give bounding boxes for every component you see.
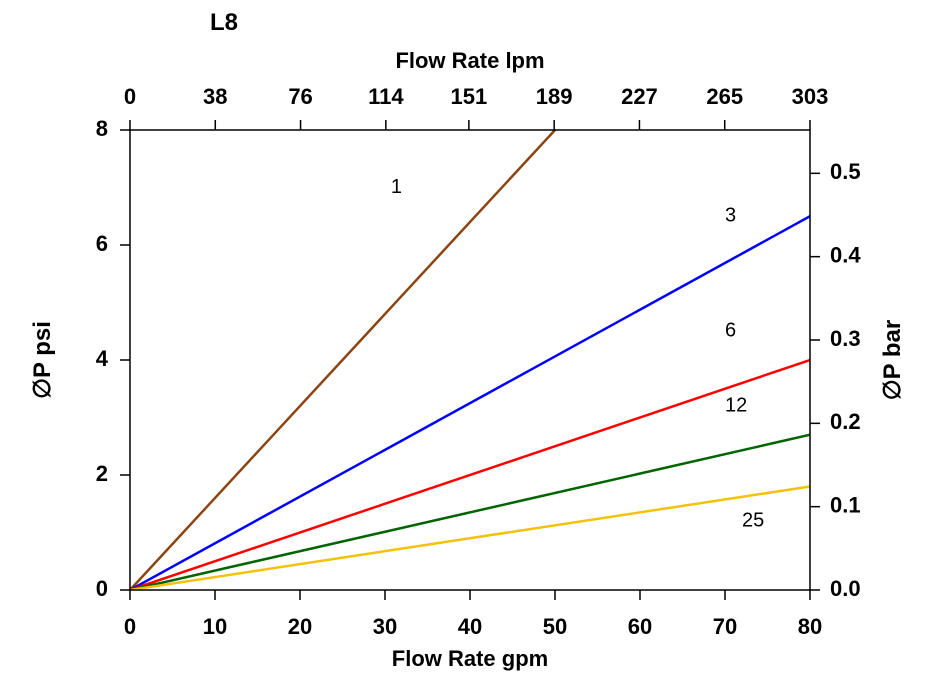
top-tick-label: 76 — [288, 84, 312, 109]
top-tick-label: 0 — [124, 84, 136, 109]
y-axis-left-label: ∅P psi — [29, 321, 56, 399]
x-axis-bottom-label: Flow Rate gpm — [392, 646, 548, 671]
chart-title: L8 — [210, 9, 238, 36]
top-tick-label: 38 — [203, 84, 227, 109]
right-tick-label: 0.4 — [830, 242, 861, 267]
bottom-tick-label: 80 — [798, 614, 822, 639]
right-tick-label: 0.5 — [830, 159, 861, 184]
left-tick-label: 6 — [96, 231, 108, 256]
right-tick-label: 0.2 — [830, 409, 861, 434]
left-tick-label: 4 — [96, 346, 109, 371]
top-tick-label: 265 — [706, 84, 743, 109]
left-tick-label: 2 — [96, 461, 108, 486]
bottom-tick-label: 10 — [203, 614, 227, 639]
top-tick-label: 151 — [451, 84, 488, 109]
right-tick-label: 0.1 — [830, 492, 861, 517]
bottom-tick-label: 50 — [543, 614, 567, 639]
top-tick-label: 303 — [792, 84, 829, 109]
right-tick-label: 0.0 — [830, 576, 861, 601]
series-label-6: 6 — [725, 320, 736, 342]
series-label-3: 3 — [725, 205, 736, 227]
bottom-tick-label: 40 — [458, 614, 482, 639]
bottom-tick-label: 70 — [713, 614, 737, 639]
chart-container: 1361225010203040506070800387611415118922… — [0, 0, 934, 700]
x-axis-top-label: Flow Rate lpm — [395, 48, 544, 73]
top-tick-label: 114 — [368, 84, 404, 109]
bottom-tick-label: 60 — [628, 614, 652, 639]
left-tick-label: 0 — [96, 576, 108, 601]
series-label-1: 1 — [391, 176, 402, 198]
top-tick-label: 227 — [621, 84, 658, 109]
series-label-25: 25 — [742, 509, 764, 531]
chart-svg: 1361225010203040506070800387611415118922… — [0, 0, 934, 700]
y-axis-right-label: ∅P bar — [879, 320, 906, 401]
plot-background — [130, 130, 810, 590]
top-tick-label: 189 — [536, 84, 573, 109]
left-tick-label: 8 — [96, 116, 108, 141]
bottom-tick-label: 30 — [373, 614, 397, 639]
bottom-tick-label: 20 — [288, 614, 312, 639]
right-tick-label: 0.3 — [830, 326, 861, 351]
bottom-tick-label: 0 — [124, 614, 136, 639]
series-label-12: 12 — [725, 394, 747, 416]
